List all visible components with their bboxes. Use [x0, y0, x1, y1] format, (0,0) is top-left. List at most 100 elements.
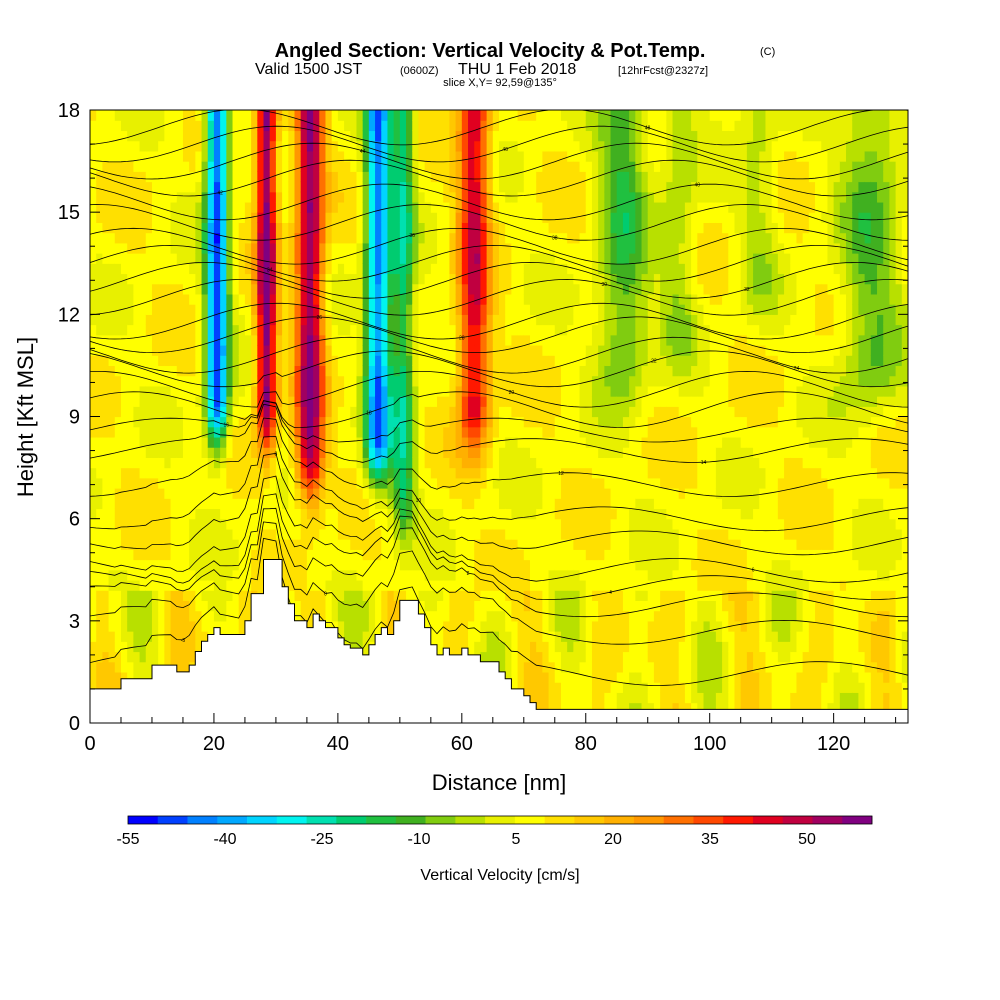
velocity-cell — [449, 375, 457, 387]
velocity-cell — [387, 150, 395, 162]
velocity-cell — [480, 344, 488, 356]
velocity-cell — [164, 498, 172, 510]
velocity-cell — [331, 416, 339, 428]
velocity-cell — [288, 334, 296, 346]
velocity-cell — [480, 590, 488, 601]
velocity-cell — [90, 263, 97, 275]
velocity-cell — [393, 201, 401, 213]
velocity-cell — [232, 467, 240, 479]
velocity-cell — [511, 600, 519, 612]
velocity-cell — [350, 406, 358, 418]
velocity-cell — [344, 631, 351, 642]
velocity-cell — [226, 508, 234, 520]
velocity-cell — [232, 539, 240, 550]
velocity-cell — [449, 222, 457, 234]
velocity-cell — [201, 477, 209, 489]
velocity-cell — [511, 314, 519, 326]
velocity-cell — [461, 416, 469, 428]
velocity-cell — [263, 385, 271, 397]
velocity-cell — [468, 212, 475, 223]
velocity-cell — [356, 436, 364, 448]
velocity-cell — [306, 181, 314, 193]
velocity-cell — [424, 355, 432, 367]
velocity-cell — [139, 201, 147, 213]
velocity-cell — [468, 242, 475, 254]
velocity-cell — [139, 631, 147, 642]
velocity-cell — [362, 232, 370, 244]
velocity-cell — [232, 171, 240, 183]
velocity-cell — [288, 498, 296, 510]
velocity-cell — [474, 355, 482, 367]
velocity-cell — [251, 549, 258, 561]
velocity-cell — [344, 518, 351, 530]
velocity-cell — [486, 549, 494, 561]
velocity-cell — [437, 222, 444, 234]
velocity-cell — [275, 365, 283, 377]
velocity-cell — [90, 498, 97, 510]
velocity-cell — [244, 334, 252, 346]
velocity-cell — [412, 171, 420, 183]
velocity-cell — [560, 682, 568, 693]
velocity-cell — [362, 273, 370, 285]
velocity-cell — [114, 477, 122, 489]
velocity-cell — [474, 631, 482, 642]
velocity-cell — [437, 191, 444, 203]
velocity-cell — [238, 477, 246, 489]
velocity-cell — [492, 171, 500, 183]
velocity-cell — [337, 171, 345, 183]
velocity-cell — [573, 334, 581, 346]
velocity-cell — [406, 120, 413, 132]
velocity-cell — [133, 610, 141, 622]
velocity-cell — [356, 477, 364, 489]
velocity-cell — [226, 396, 234, 407]
velocity-cell — [263, 518, 271, 530]
velocity-cell — [275, 324, 283, 336]
velocity-cell — [319, 344, 327, 356]
velocity-cell — [393, 120, 401, 132]
velocity-cell — [176, 324, 184, 336]
velocity-cell — [220, 181, 227, 193]
velocity-cell — [554, 181, 562, 193]
velocity-cell — [548, 477, 556, 489]
velocity-cell — [201, 600, 209, 612]
velocity-cell — [263, 161, 271, 172]
velocity-cell — [337, 365, 345, 377]
velocity-cell — [282, 569, 289, 581]
velocity-cell — [158, 181, 165, 193]
velocity-cell — [387, 549, 395, 561]
velocity-cell — [492, 130, 500, 142]
velocity-cell — [232, 120, 240, 132]
velocity-cell — [560, 436, 568, 448]
velocity-cell — [306, 161, 314, 172]
velocity-cell — [213, 140, 221, 152]
velocity-cell — [182, 447, 190, 458]
velocity-cell — [406, 498, 413, 510]
velocity-cell — [133, 620, 141, 632]
velocity-cell — [449, 508, 457, 520]
velocity-cell — [306, 539, 314, 550]
velocity-cell — [591, 140, 599, 152]
velocity-cell — [226, 375, 234, 387]
velocity-cell — [114, 253, 122, 264]
velocity-cell — [418, 212, 426, 223]
velocity-cell — [294, 365, 302, 377]
velocity-cell — [139, 304, 147, 315]
velocity-cell — [294, 539, 302, 550]
velocity-cell — [356, 171, 364, 183]
velocity-cell — [319, 590, 327, 601]
velocity-cell — [387, 365, 395, 377]
velocity-cell — [331, 355, 339, 367]
velocity-cell — [151, 344, 159, 356]
velocity-cell — [176, 396, 184, 407]
velocity-cell — [529, 549, 537, 561]
velocity-cell — [251, 324, 258, 336]
velocity-cell — [598, 631, 605, 642]
velocity-cell — [120, 518, 128, 530]
velocity-cell — [387, 242, 395, 254]
velocity-cell — [102, 579, 110, 591]
velocity-cell — [468, 488, 475, 499]
velocity-cell — [127, 263, 134, 275]
velocity-cell — [418, 222, 426, 234]
velocity-cell — [145, 559, 153, 571]
velocity-cell — [387, 120, 395, 132]
